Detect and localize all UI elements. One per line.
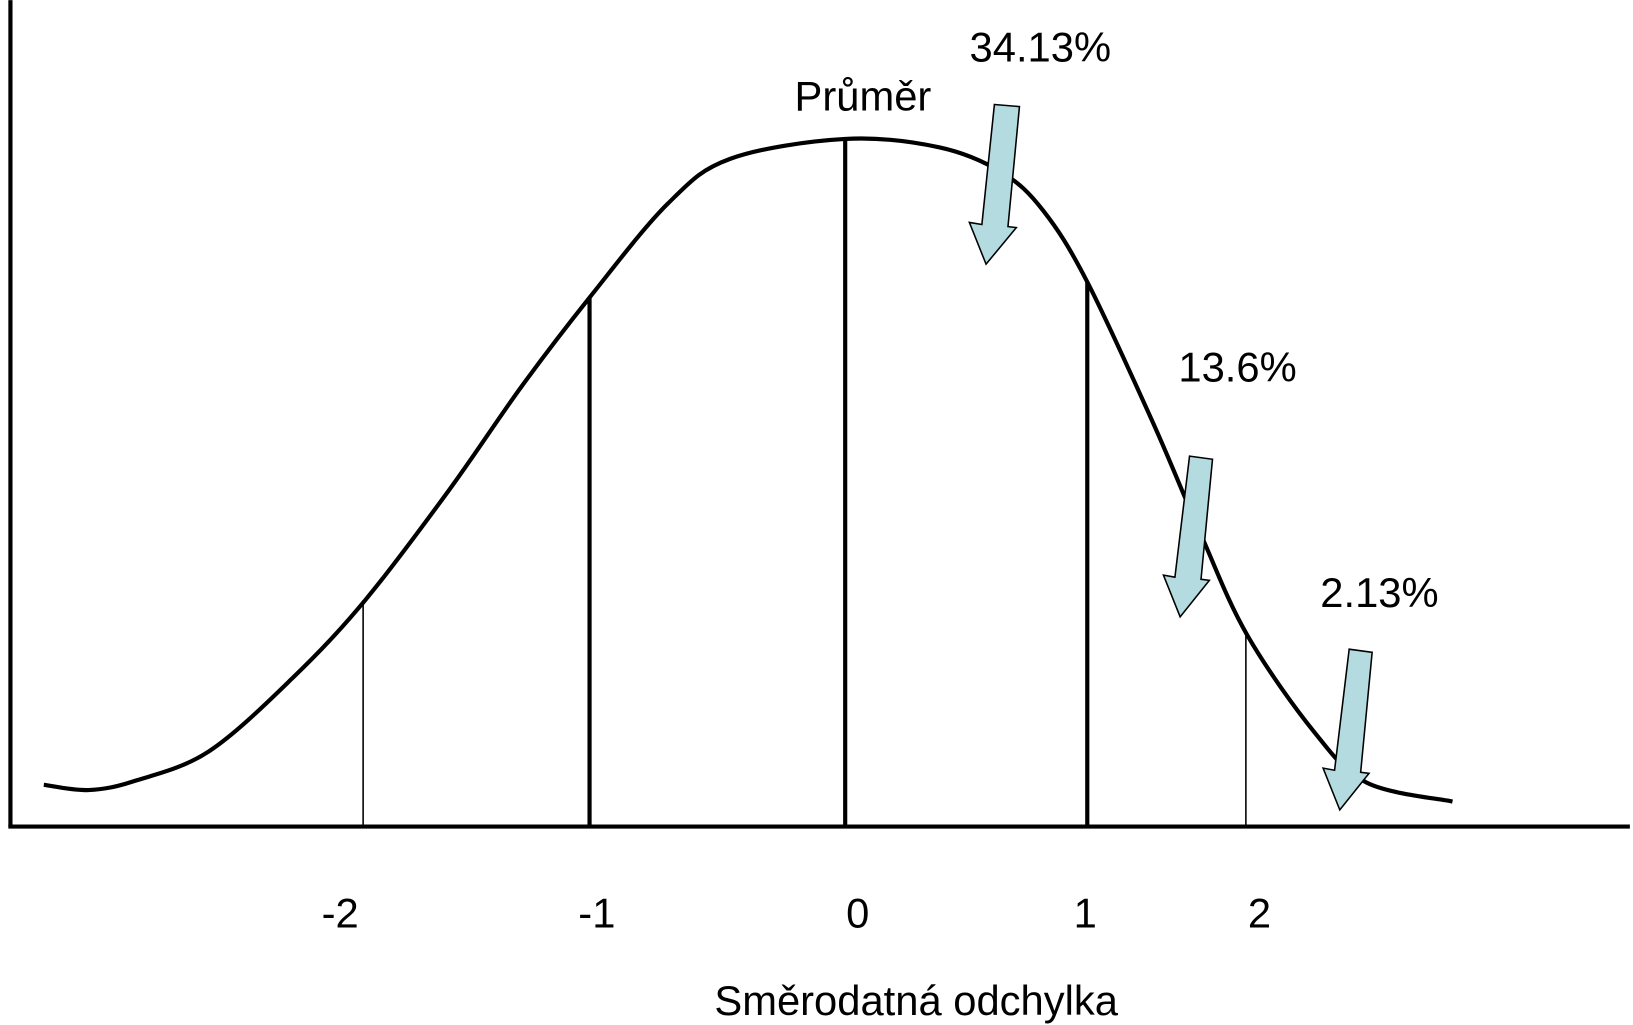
x-axis-title: Směrodatná odchylka (714, 977, 1118, 1024)
normal-curve (43, 136, 1453, 804)
arrow (1162, 455, 1214, 619)
annotation: Průměr (795, 72, 932, 119)
annotation: 13.6% (1178, 344, 1296, 391)
x-label: 0 (846, 889, 869, 936)
x-label: -1 (578, 889, 615, 936)
arrow (1321, 648, 1373, 812)
x-label: -2 (322, 889, 359, 936)
x-label: 1 (1074, 889, 1097, 936)
x-label: 2 (1248, 889, 1271, 936)
arrow (968, 103, 1021, 266)
annotation: 2.13% (1320, 569, 1438, 616)
annotation: 34.13% (970, 23, 1112, 70)
